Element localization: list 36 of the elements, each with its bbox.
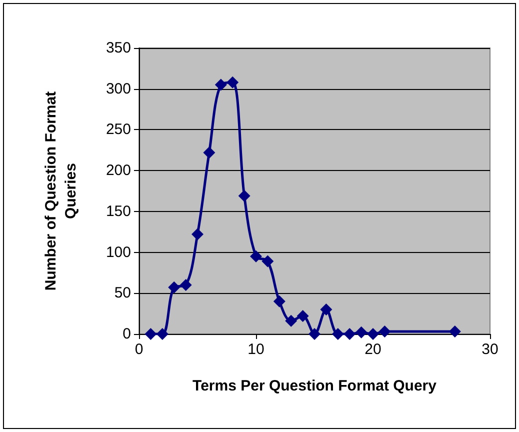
point xyxy=(320,303,332,316)
point xyxy=(344,328,356,340)
y-tick-label: 350 xyxy=(106,40,131,56)
y-tick-label: 100 xyxy=(106,244,131,261)
point xyxy=(238,190,250,202)
y-tick-label: 200 xyxy=(106,162,131,180)
point xyxy=(448,326,461,338)
point xyxy=(180,278,192,291)
point xyxy=(273,295,286,308)
y-axis-title: Number of Question Format Queries xyxy=(42,91,80,291)
x-axis-title: Terms Per Question Format Query xyxy=(192,378,438,394)
x-tick-label: 30 xyxy=(482,341,498,358)
point xyxy=(214,78,227,91)
y-tick-label: 0 xyxy=(122,326,131,342)
point xyxy=(226,76,239,88)
point xyxy=(168,281,180,294)
x-tick-label: 10 xyxy=(248,341,264,358)
point xyxy=(144,328,157,340)
point xyxy=(156,328,168,340)
x-tick-label: 20 xyxy=(364,341,382,358)
point xyxy=(296,310,309,322)
point xyxy=(203,146,216,159)
point xyxy=(192,228,204,240)
y-tick-label: 50 xyxy=(114,284,131,302)
y-tick-label: 250 xyxy=(106,121,131,138)
point xyxy=(308,328,320,340)
point xyxy=(332,328,344,340)
point xyxy=(378,326,391,338)
x-tick-label: 0 xyxy=(134,341,144,358)
point xyxy=(285,314,298,327)
point xyxy=(355,326,368,338)
point xyxy=(367,328,379,340)
point xyxy=(250,250,262,262)
y-tick-label: 150 xyxy=(106,202,131,220)
point xyxy=(262,255,274,268)
y-tick-label: 300 xyxy=(106,80,131,98)
